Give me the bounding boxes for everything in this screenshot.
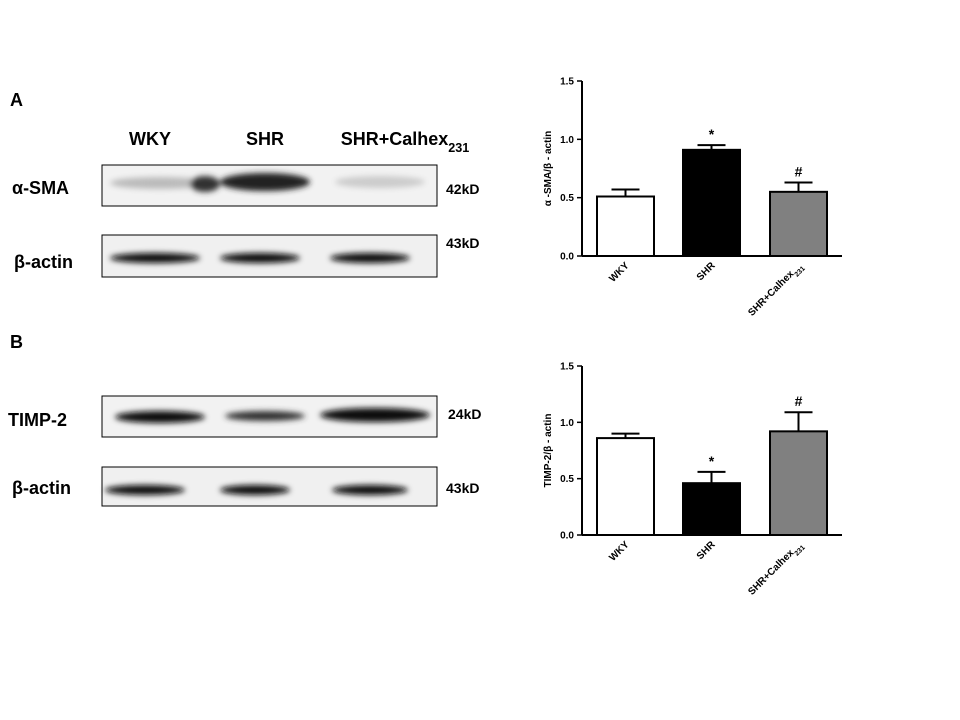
significance-marker: * <box>709 126 715 142</box>
y-tick-label: 1.5 <box>560 77 574 88</box>
bar <box>682 482 741 537</box>
lane-label: SHR+Calhex231 <box>341 129 470 155</box>
subscript: 231 <box>793 544 806 557</box>
size-label: 43kD <box>446 480 479 496</box>
row-label: TIMP-2 <box>8 410 67 430</box>
x-tick-label: SHR+Calhex231 <box>746 539 806 599</box>
bar <box>769 430 828 537</box>
y-tick-label: 1.5 <box>560 362 574 373</box>
bar <box>769 190 828 257</box>
y-tick-label: 0.0 <box>560 531 574 542</box>
subscript: 231 <box>793 265 806 278</box>
error-bar <box>697 470 726 484</box>
error-bar <box>784 181 813 192</box>
y-tick-label: 0.5 <box>560 474 574 485</box>
x-tick-label: WKY <box>607 260 632 285</box>
x-tick-label: WKY <box>607 539 632 564</box>
size-label: 24kD <box>448 406 481 422</box>
blot-bands <box>115 408 430 423</box>
row-label: α-SMA <box>12 178 69 198</box>
significance-marker: # <box>795 393 803 409</box>
y-axis-label: α -SMA/β - actin <box>543 131 554 207</box>
y-tick-label: 1.0 <box>560 418 574 429</box>
x-tick-label: SHR <box>695 539 718 562</box>
bar <box>682 148 741 257</box>
y-tick-label: 1.0 <box>560 135 574 146</box>
row-label: β-actin <box>14 252 73 272</box>
error-bar <box>784 411 813 432</box>
significance-marker: # <box>795 164 803 180</box>
bar <box>596 195 655 257</box>
error-bar <box>697 144 726 150</box>
blot-bands <box>105 485 408 495</box>
error-bar <box>611 432 640 439</box>
size-label: 42kD <box>446 181 479 197</box>
y-axis-label: TIMP-2/β - actin <box>543 414 554 488</box>
blot-bands <box>110 253 410 263</box>
bar <box>596 437 655 536</box>
subscript: 231 <box>448 141 469 155</box>
lane-label: WKY <box>129 129 171 149</box>
blot-bands <box>110 173 425 192</box>
y-tick-label: 0.0 <box>560 252 574 263</box>
x-tick-label: SHR <box>695 260 718 283</box>
panel-letter: A <box>10 90 23 110</box>
x-tick-label: SHR+Calhex231 <box>746 260 806 320</box>
error-bar <box>611 188 640 197</box>
panel-letter: B <box>10 332 23 352</box>
lane-label: SHR <box>246 129 284 149</box>
row-label: β-actin <box>12 478 71 498</box>
y-tick-label: 0.5 <box>560 193 574 204</box>
significance-marker: * <box>709 453 715 469</box>
size-label: 43kD <box>446 235 479 251</box>
